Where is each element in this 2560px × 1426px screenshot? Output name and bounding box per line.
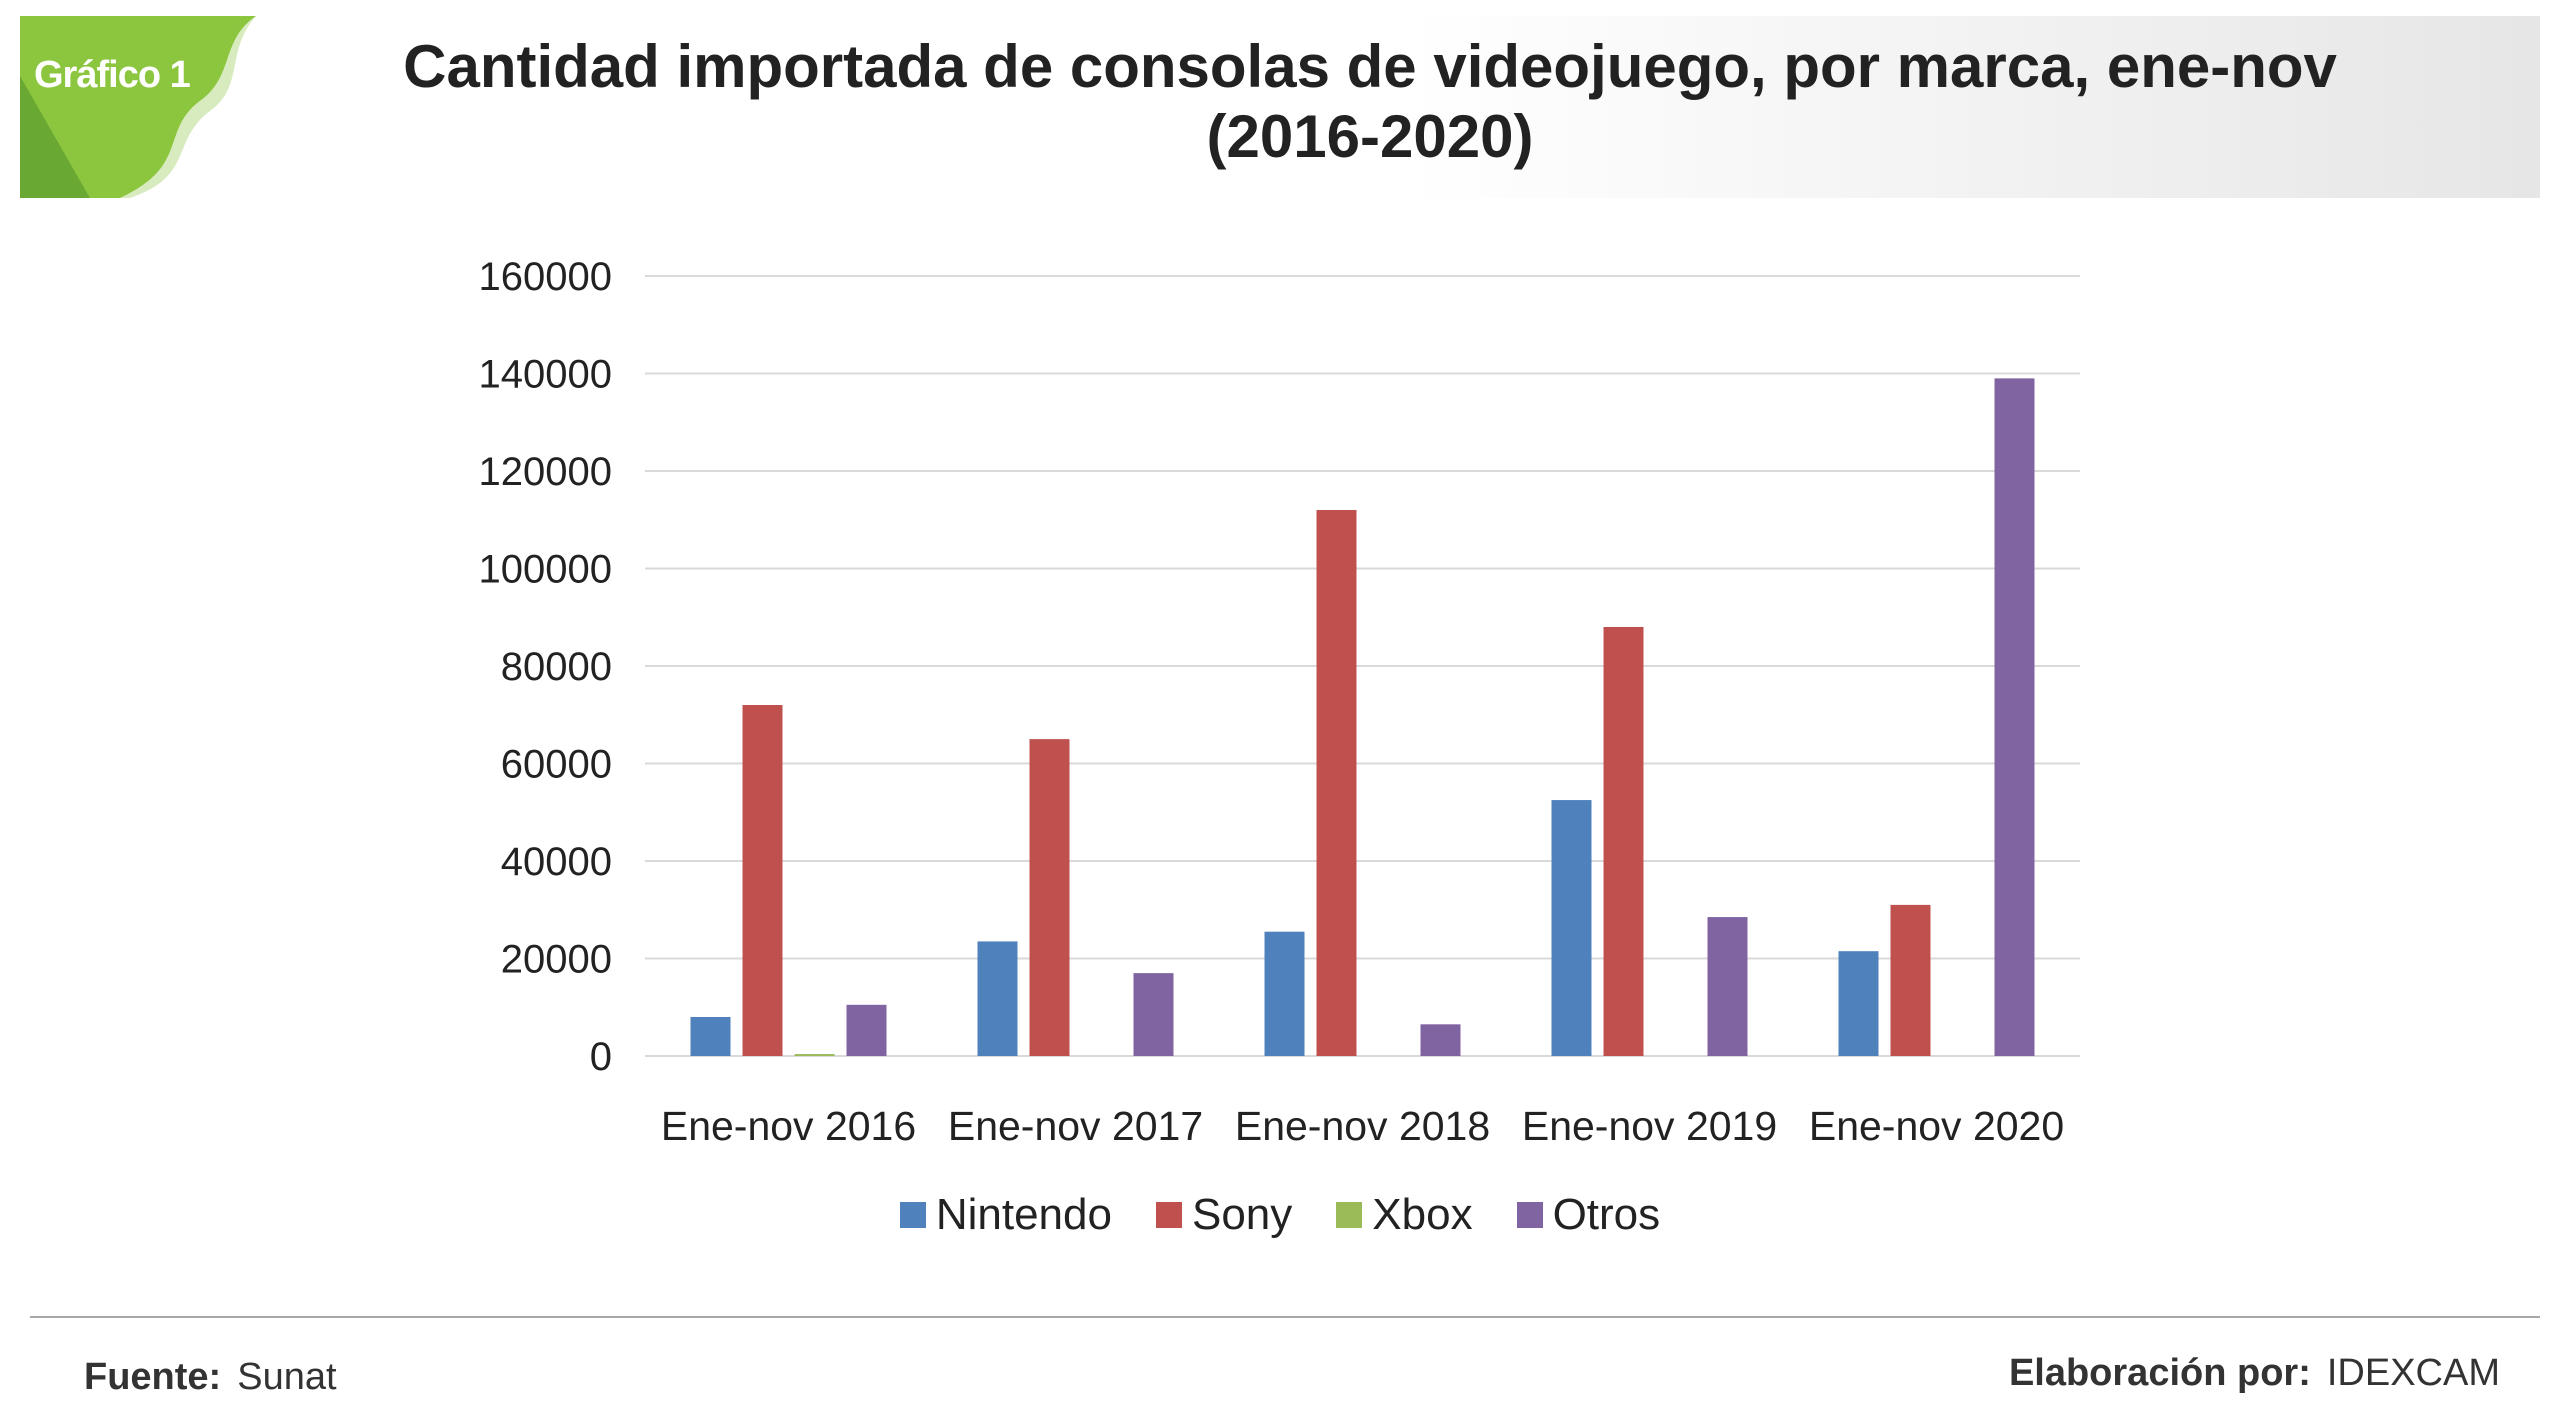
y-tick-label: 140000 xyxy=(479,353,612,397)
badge-leaf-shape xyxy=(20,16,256,198)
bar-sony xyxy=(1603,627,1644,1056)
y-tick-label: 100000 xyxy=(479,548,612,592)
bar-nintendo xyxy=(1551,800,1592,1056)
y-tick-label: 120000 xyxy=(479,450,612,494)
bar-nintendo xyxy=(690,1017,731,1056)
source-value: Sunat xyxy=(237,1356,337,1398)
legend-label: Nintendo xyxy=(935,1190,1112,1239)
footer-divider xyxy=(30,1316,2540,1318)
bar-otros xyxy=(1420,1024,1461,1056)
bar-otros xyxy=(1133,973,1174,1056)
legend: Nintendo Sony Xbox Otros xyxy=(0,1190,2560,1240)
bar-nintendo xyxy=(1264,931,1305,1056)
chart-number-badge: Gráfico 1 xyxy=(20,16,256,198)
legend-item-nintendo: Nintendo xyxy=(899,1190,1112,1240)
legend-swatch xyxy=(1516,1202,1543,1228)
y-tick-label: 80000 xyxy=(501,645,612,689)
bar-sony xyxy=(1890,904,1931,1056)
bar-otros xyxy=(1994,378,2035,1056)
y-tick-label: 60000 xyxy=(501,743,612,787)
bar-nintendo xyxy=(977,941,1018,1056)
title-band xyxy=(20,16,2540,198)
y-tick-label: 40000 xyxy=(501,840,612,884)
badge-label: Gráfico 1 xyxy=(34,54,191,96)
x-tick-label: Ene-nov 2017 xyxy=(948,1103,1203,1149)
legend-item-xbox: Xbox xyxy=(1336,1190,1473,1240)
x-tick-label: Ene-nov 2020 xyxy=(1809,1103,2064,1149)
x-tick-label: Ene-nov 2016 xyxy=(661,1103,916,1149)
legend-item-sony: Sony xyxy=(1155,1190,1293,1240)
credit-label: Elaboración por: xyxy=(2008,1352,2311,1394)
bar-sony xyxy=(1316,510,1357,1056)
chart-title-line-2: (2016-2020) xyxy=(1206,103,1534,170)
bar-otros xyxy=(846,1004,887,1056)
bar-nintendo xyxy=(1838,951,1879,1056)
legend-label: Sony xyxy=(1191,1190,1293,1239)
chart-title-line-1: Cantidad importada de consolas de videoj… xyxy=(403,33,2337,100)
y-tick-label: 0 xyxy=(590,1035,612,1079)
credit-note: Elaboración por: IDEXCAM xyxy=(2009,1352,2500,1395)
legend-swatch xyxy=(899,1202,926,1228)
x-tick-label: Ene-nov 2019 xyxy=(1522,1103,1777,1149)
bar-chart: 0 20000 40000 60000 80000 100000 120000 140000 1… xyxy=(479,255,2080,1149)
x-tick-label: Ene-nov 2018 xyxy=(1235,1103,1490,1149)
legend-swatch xyxy=(1155,1202,1182,1228)
credit-value: IDEXCAM xyxy=(2326,1352,2500,1394)
bar-sony xyxy=(742,705,783,1056)
bar-xbox xyxy=(794,1054,835,1056)
legend-swatch xyxy=(1336,1202,1363,1228)
legend-label: Otros xyxy=(1552,1190,1661,1239)
bar-sony xyxy=(1029,739,1070,1056)
legend-item-otros: Otros xyxy=(1516,1190,1661,1240)
y-tick-label: 160000 xyxy=(479,255,612,299)
y-tick-label: 20000 xyxy=(501,938,612,982)
source-note: Fuente: Sunat xyxy=(84,1356,337,1399)
chart-title: Cantidad importada de consolas de videoj… xyxy=(330,32,2410,172)
source-label: Fuente: xyxy=(84,1356,222,1398)
bar-otros xyxy=(1707,917,1748,1056)
legend-label: Xbox xyxy=(1372,1190,1473,1239)
